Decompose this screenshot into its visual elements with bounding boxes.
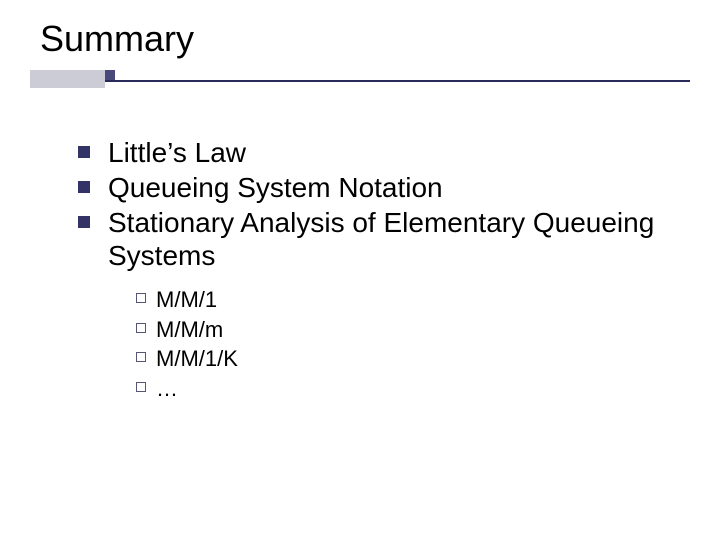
sub-list-item-text: M/M/1	[156, 286, 217, 314]
decor-line	[30, 80, 690, 82]
hollow-square-icon	[136, 323, 146, 333]
sub-list-item-text: M/M/m	[156, 316, 223, 344]
filled-square-icon	[78, 181, 90, 193]
sub-list-item: M/M/1/K	[136, 345, 690, 373]
sub-list-item: M/M/m	[136, 316, 690, 344]
list-item-text: Queueing System Notation	[108, 171, 443, 204]
list-item-text: Stationary Analysis of Elementary Queuei…	[108, 206, 690, 272]
hollow-square-icon	[136, 382, 146, 392]
list-item: Stationary Analysis of Elementary Queuei…	[78, 206, 690, 272]
decor-light-block	[30, 70, 105, 88]
title-decor	[30, 70, 690, 88]
slide-title: Summary	[40, 18, 690, 60]
filled-square-icon	[78, 146, 90, 158]
sub-list-item: …	[136, 375, 690, 403]
list-item-text: Little’s Law	[108, 136, 246, 169]
slide: Summary Little’s Law Queueing System Not…	[0, 0, 720, 540]
sub-list-item-text: …	[156, 375, 178, 403]
sub-list-item: M/M/1	[136, 286, 690, 314]
sub-list: M/M/1 M/M/m M/M/1/K …	[136, 286, 690, 402]
hollow-square-icon	[136, 352, 146, 362]
decor-dark-block	[105, 70, 115, 80]
list-item: Little’s Law	[78, 136, 690, 169]
filled-square-icon	[78, 216, 90, 228]
sub-list-item-text: M/M/1/K	[156, 345, 238, 373]
list-item: Queueing System Notation	[78, 171, 690, 204]
hollow-square-icon	[136, 293, 146, 303]
main-list: Little’s Law Queueing System Notation St…	[78, 136, 690, 272]
